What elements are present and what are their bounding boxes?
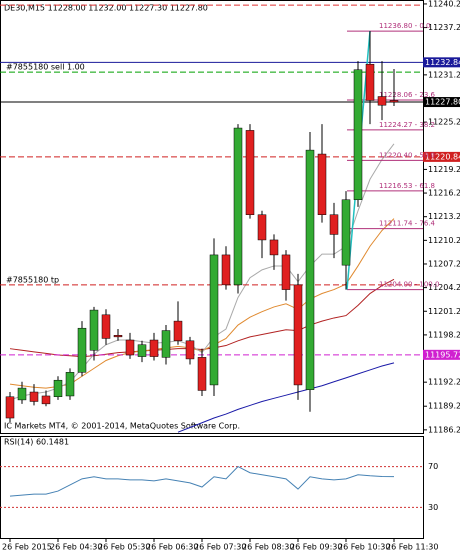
price-tag-box bbox=[423, 57, 460, 68]
fib-label: 11228.06 - 23.6 bbox=[379, 91, 436, 99]
fib-label: 11204.00 - 100.0 bbox=[379, 281, 439, 289]
candle-body bbox=[317, 153, 327, 215]
price-tag-box bbox=[423, 151, 460, 162]
candle-body bbox=[281, 254, 291, 290]
x-tick-label: 26 Feb 06:30 bbox=[146, 543, 198, 552]
x-tick-label: 26 Feb 04:30 bbox=[50, 543, 102, 552]
candle-body bbox=[29, 391, 39, 402]
price-tag: 11220.84 bbox=[425, 152, 460, 161]
candle-body bbox=[233, 127, 243, 286]
chart-title: DE30,M15 11228.00 11232.00 11227.30 1122… bbox=[4, 4, 208, 13]
candle-body bbox=[377, 96, 387, 106]
candle-body bbox=[293, 284, 303, 386]
fib-label: 11211.74 - 76.4 bbox=[379, 220, 436, 228]
candle-body bbox=[197, 357, 207, 391]
price-tag-box bbox=[423, 349, 460, 360]
footer: IC Markets MT4, © 2001-2014, MetaQuotes … bbox=[4, 422, 240, 431]
x-tick-label: 26 Feb 08:30 bbox=[242, 543, 294, 552]
candle-body bbox=[17, 387, 27, 401]
y-tick-label: 11216.25 bbox=[428, 189, 460, 198]
y-tick-label: 11219.25 bbox=[428, 165, 460, 174]
candle-body bbox=[269, 239, 279, 256]
x-tick-label: 26 Feb 2015 bbox=[2, 543, 52, 552]
candle-body bbox=[113, 335, 123, 338]
x-tick-label: 26 Feb 07:30 bbox=[194, 543, 246, 552]
candle-body bbox=[89, 309, 99, 351]
y-tick-label: 11192.25 bbox=[428, 378, 460, 387]
candle-body bbox=[41, 395, 51, 405]
y-tick-label: 11231.25 bbox=[428, 70, 460, 79]
candle-body bbox=[353, 69, 363, 201]
rsi-panel bbox=[0, 436, 424, 539]
rsi-line bbox=[9, 465, 395, 497]
candle-body bbox=[137, 344, 147, 357]
rsi-title: RSI(14) 60.1481 bbox=[4, 438, 69, 447]
candle-body bbox=[245, 130, 255, 215]
candle-body bbox=[209, 254, 219, 386]
candle-body bbox=[173, 320, 183, 342]
y-tick-label: 11186.20 bbox=[428, 425, 460, 434]
candle-body bbox=[77, 327, 87, 373]
y-tick-label: 11210.25 bbox=[428, 236, 460, 245]
candle-body bbox=[221, 254, 231, 286]
candle-body bbox=[53, 379, 63, 398]
fib-label: 11236.80 - 0.0 bbox=[379, 22, 431, 30]
candle-body bbox=[185, 340, 195, 360]
x-tick-label: 26 Feb 09:30 bbox=[290, 543, 342, 552]
level-label: #7855180 tp bbox=[6, 275, 59, 284]
price-tag: 11227.80 bbox=[425, 98, 460, 107]
y-tick-label: 11201.25 bbox=[428, 307, 460, 316]
y-tick-label: 11207.25 bbox=[428, 259, 460, 268]
price-tag: 11195.72 bbox=[425, 350, 460, 359]
y-tick-label: 11198.25 bbox=[428, 330, 460, 339]
x-tick-label: 26 Feb 11:30 bbox=[386, 543, 438, 552]
candle-body bbox=[341, 199, 351, 266]
rsi-tick-label: 30 bbox=[428, 503, 438, 512]
moving-average bbox=[177, 362, 395, 433]
candle-body bbox=[125, 339, 135, 356]
fib-label: 11220.40 - 50.0 bbox=[379, 151, 435, 159]
fib-label: 11216.53 - 61.8 bbox=[379, 182, 435, 190]
candle-body bbox=[257, 214, 267, 241]
candle-body bbox=[65, 372, 75, 397]
candle-body bbox=[149, 339, 159, 357]
candle-body bbox=[329, 214, 339, 235]
candle-body bbox=[305, 149, 315, 390]
y-tick-label: 11189.20 bbox=[428, 402, 460, 411]
y-tick-label: 11213.25 bbox=[428, 212, 460, 221]
level-label: #7855180 sell 1.00 bbox=[6, 63, 85, 72]
price-tag-box bbox=[423, 97, 460, 108]
candle-body bbox=[365, 63, 375, 101]
y-tick-label: 11237.25 bbox=[428, 23, 460, 32]
candle-body bbox=[101, 314, 111, 339]
fib-label: 11224.27 - 38.2 bbox=[379, 121, 435, 129]
x-tick-label: 26 Feb 10:30 bbox=[338, 543, 390, 552]
y-tick-label: 11204.25 bbox=[428, 283, 460, 292]
candle-body bbox=[161, 330, 171, 358]
rsi-tick-label: 70 bbox=[428, 462, 438, 471]
price-tag: 11232.84 bbox=[425, 58, 460, 67]
y-tick-label: 11240.25 bbox=[428, 0, 460, 8]
y-tick-label: 11225.25 bbox=[428, 118, 460, 127]
candle-body bbox=[5, 396, 15, 419]
x-tick-label: 26 Feb 05:30 bbox=[98, 543, 150, 552]
candle-body bbox=[389, 100, 399, 103]
